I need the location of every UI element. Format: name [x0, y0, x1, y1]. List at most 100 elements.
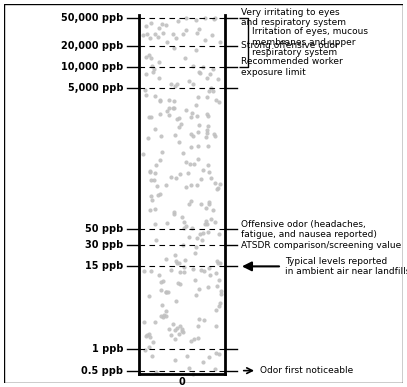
Point	[181, 219, 188, 225]
Point	[198, 267, 205, 273]
Point	[163, 313, 169, 319]
Point	[199, 229, 206, 236]
Point	[163, 289, 170, 295]
Text: 50,000 ppb: 50,000 ppb	[61, 13, 123, 23]
Point	[204, 127, 210, 133]
Point	[188, 130, 195, 137]
Point	[155, 26, 162, 32]
Point	[143, 54, 149, 60]
Point	[170, 105, 176, 111]
Point	[159, 278, 166, 284]
Text: Strong offensive odor: Strong offensive odor	[241, 41, 339, 50]
Point	[218, 291, 224, 298]
Point	[153, 183, 160, 189]
Point	[210, 130, 217, 137]
Point	[177, 171, 184, 177]
Point	[181, 224, 187, 231]
Point	[206, 199, 212, 205]
Point	[163, 256, 170, 262]
Point	[146, 344, 152, 350]
Point	[210, 87, 217, 94]
Point	[204, 111, 211, 117]
Point	[198, 176, 205, 182]
Point	[205, 284, 212, 290]
Point	[196, 316, 203, 322]
Point	[186, 77, 192, 84]
Point	[193, 244, 199, 250]
Point	[180, 269, 187, 275]
Point	[142, 348, 149, 354]
Point	[194, 182, 200, 188]
Point	[190, 80, 196, 87]
Point	[176, 323, 183, 329]
Point	[186, 234, 193, 240]
Text: 50 ppb: 50 ppb	[85, 224, 123, 235]
Point	[176, 330, 182, 337]
Point	[212, 133, 218, 139]
Point	[188, 114, 194, 120]
Point	[215, 277, 222, 283]
Point	[174, 81, 180, 87]
Point	[158, 279, 164, 285]
Point	[172, 336, 178, 342]
Point	[152, 126, 159, 132]
Point	[151, 66, 158, 72]
Point	[169, 321, 176, 327]
Point	[150, 339, 156, 346]
Point	[152, 170, 158, 176]
Point	[212, 96, 219, 103]
Point	[192, 250, 198, 256]
Point	[172, 83, 178, 89]
Point	[189, 110, 196, 116]
Point	[188, 182, 194, 188]
Point	[166, 111, 172, 118]
Point	[176, 115, 183, 121]
Point	[208, 175, 214, 181]
Point	[200, 359, 206, 365]
Point	[190, 134, 197, 140]
Point	[178, 122, 184, 128]
Point	[163, 289, 170, 295]
Point	[150, 69, 157, 75]
Point	[148, 19, 155, 26]
Point	[177, 281, 184, 287]
Point	[176, 123, 182, 130]
Point	[146, 114, 152, 120]
Point	[156, 98, 163, 104]
Point	[191, 336, 198, 342]
Point	[193, 102, 199, 108]
Point	[182, 223, 189, 229]
Point	[146, 334, 153, 340]
Point	[157, 157, 164, 163]
Point	[143, 71, 149, 77]
Point	[184, 170, 191, 176]
Point	[201, 268, 207, 274]
Point	[155, 59, 162, 65]
Point	[213, 258, 220, 264]
Point	[182, 183, 189, 190]
Point	[171, 211, 177, 217]
Point	[195, 142, 201, 149]
Point	[158, 134, 165, 140]
Point	[194, 235, 201, 241]
Point	[183, 15, 190, 21]
Point	[160, 312, 167, 318]
Point	[195, 128, 201, 135]
Point	[206, 272, 213, 278]
Point	[175, 280, 182, 286]
Point	[216, 231, 222, 238]
Point	[190, 63, 196, 69]
Point	[194, 29, 200, 36]
Point	[141, 267, 147, 274]
Point	[195, 156, 201, 162]
Point	[149, 353, 155, 359]
Point	[184, 353, 190, 359]
Point	[183, 107, 190, 113]
Point	[182, 257, 189, 263]
Text: 0.5 ppb: 0.5 ppb	[81, 366, 123, 376]
Point	[204, 93, 210, 99]
Point	[180, 150, 187, 156]
Point	[158, 313, 164, 319]
Point	[149, 63, 155, 69]
Point	[176, 260, 183, 266]
